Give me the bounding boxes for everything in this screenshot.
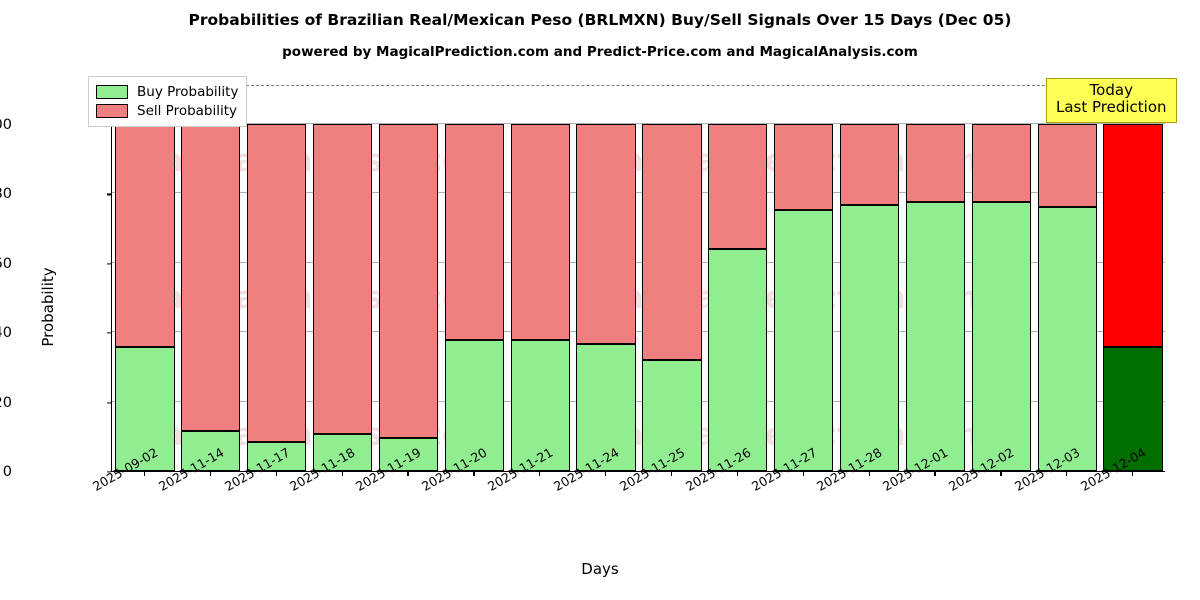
bar-segment-sell[interactable] [708,124,768,249]
bar-segment-buy[interactable] [642,359,702,471]
x-tick-mark-8 [670,472,673,476]
bar-segment-sell[interactable] [444,124,504,340]
chart-legend: Buy Probability Sell Probability [88,76,248,127]
y-tick-mark-80 [107,193,111,195]
bar-segment-buy[interactable] [971,201,1031,471]
bar-segment-sell[interactable] [1037,124,1097,207]
bar-2025-11-28[interactable] [839,124,900,471]
bar-segment-sell[interactable] [642,124,702,360]
chart-title: Probabilities of Brazilian Real/Mexican … [188,11,1012,29]
bar-segment-sell[interactable] [576,124,636,344]
y-tick-label-80: 80 [0,186,12,203]
bar-2025-11-14[interactable] [181,124,241,471]
today-annotation: Today Last Prediction [1046,78,1177,123]
bar-2025-11-26[interactable] [708,124,768,471]
x-tick-mark-2 [275,472,277,476]
x-tick-mark-4 [407,472,409,476]
plot-area: MagicalAnalysis.comMagicalPrediction.com… [111,123,1165,472]
bar-segment-buy[interactable] [444,339,504,471]
y-tick-mark-20 [107,402,111,404]
bar-segment-buy[interactable] [1103,347,1163,471]
bar-segment-buy[interactable] [1037,206,1097,471]
x-tick-mark-5 [473,472,475,476]
x-tick-mark-12 [934,472,936,476]
plot-inner: MagicalAnalysis.comMagicalPrediction.com… [112,123,1165,471]
bar-2025-09-02[interactable] [115,124,175,471]
legend-swatch-sell [96,103,128,118]
bar-segment-sell[interactable] [510,124,570,340]
x-tick-mark-1 [209,472,211,476]
bar-segment-buy[interactable] [115,347,175,471]
bar-segment-buy[interactable] [247,441,307,471]
x-tick-mark-15 [1132,472,1134,476]
legend-item-sell: Sell Probability [96,101,238,120]
bar-2025-11-25[interactable] [642,124,702,471]
bar-2025-12-04[interactable] [1103,124,1163,471]
x-tick-mark-13 [1000,472,1002,476]
bar-2025-11-19[interactable] [378,124,439,471]
x-tick-mark-11 [868,472,870,476]
gridline-y-80 [112,192,1165,194]
today-annotation-line1: Today [1089,81,1133,99]
y-tick-mark-0 [107,471,111,473]
bar-segment-sell[interactable] [247,124,307,442]
x-axis-label: Days [581,560,619,578]
gridline-y-20 [112,400,1165,402]
bar-2025-11-20[interactable] [444,124,504,471]
x-tick-mark-7 [605,472,607,476]
y-tick-label-100: 100 [0,117,12,133]
x-tick-mark-9 [736,472,738,476]
bar-segment-sell[interactable] [839,124,900,206]
bar-segment-sell[interactable] [378,124,439,438]
bar-segment-buy[interactable] [181,430,241,471]
bar-segment-buy[interactable] [708,248,768,471]
bar-segment-sell[interactable] [115,124,175,348]
bar-segment-buy[interactable] [312,433,373,471]
y-tick-label-60: 60 [0,255,12,272]
bar-2025-12-01[interactable] [905,124,966,471]
y-tick-mark-60 [107,263,111,265]
bar-2025-11-21[interactable] [510,124,570,471]
bar-segment-buy[interactable] [839,205,900,471]
gridline-y-100 [112,123,1165,124]
x-tick-mark-3 [341,472,343,476]
bar-segment-sell[interactable] [181,124,241,431]
bar-segment-buy[interactable] [510,339,570,471]
bar-2025-11-27[interactable] [774,124,834,471]
today-annotation-line2: Last Prediction [1056,98,1167,117]
x-tick-mark-6 [539,472,541,476]
bar-segment-sell[interactable] [774,124,834,211]
y-tick-label-20: 20 [0,394,12,411]
bar-segment-sell[interactable] [1103,124,1163,348]
gridline-y-40 [112,331,1165,333]
y-tick-label-0: 0 [2,464,12,480]
reference-dashed-line [111,85,1165,86]
bar-segment-buy[interactable] [774,210,834,471]
x-tick-mark-14 [1066,472,1068,476]
bar-segment-buy[interactable] [905,201,966,471]
bar-segment-buy[interactable] [378,437,439,471]
bar-2025-11-17[interactable] [247,124,307,471]
legend-label-sell: Sell Probability [137,102,238,119]
y-tick-label-40: 40 [0,325,12,342]
bar-segment-sell[interactable] [971,124,1031,202]
chart-subtitle: powered by MagicalPrediction.com and Pre… [282,44,918,60]
x-tick-mark-0 [143,472,146,476]
bar-segment-buy[interactable] [576,343,636,471]
legend-label-buy: Buy Probability [137,83,239,100]
bar-segment-sell[interactable] [905,124,966,202]
legend-swatch-buy [96,84,128,99]
bar-2025-12-03[interactable] [1037,124,1097,471]
bar-2025-11-18[interactable] [312,124,373,471]
y-tick-mark-40 [107,332,111,334]
bar-segment-sell[interactable] [312,124,373,434]
x-tick-mark-10 [802,472,804,476]
bar-2025-11-24[interactable] [576,124,636,471]
gridline-y-60 [112,261,1165,263]
y-axis-label: Probability [39,267,57,347]
bar-2025-12-02[interactable] [971,124,1031,471]
legend-item-buy: Buy Probability [96,82,238,101]
